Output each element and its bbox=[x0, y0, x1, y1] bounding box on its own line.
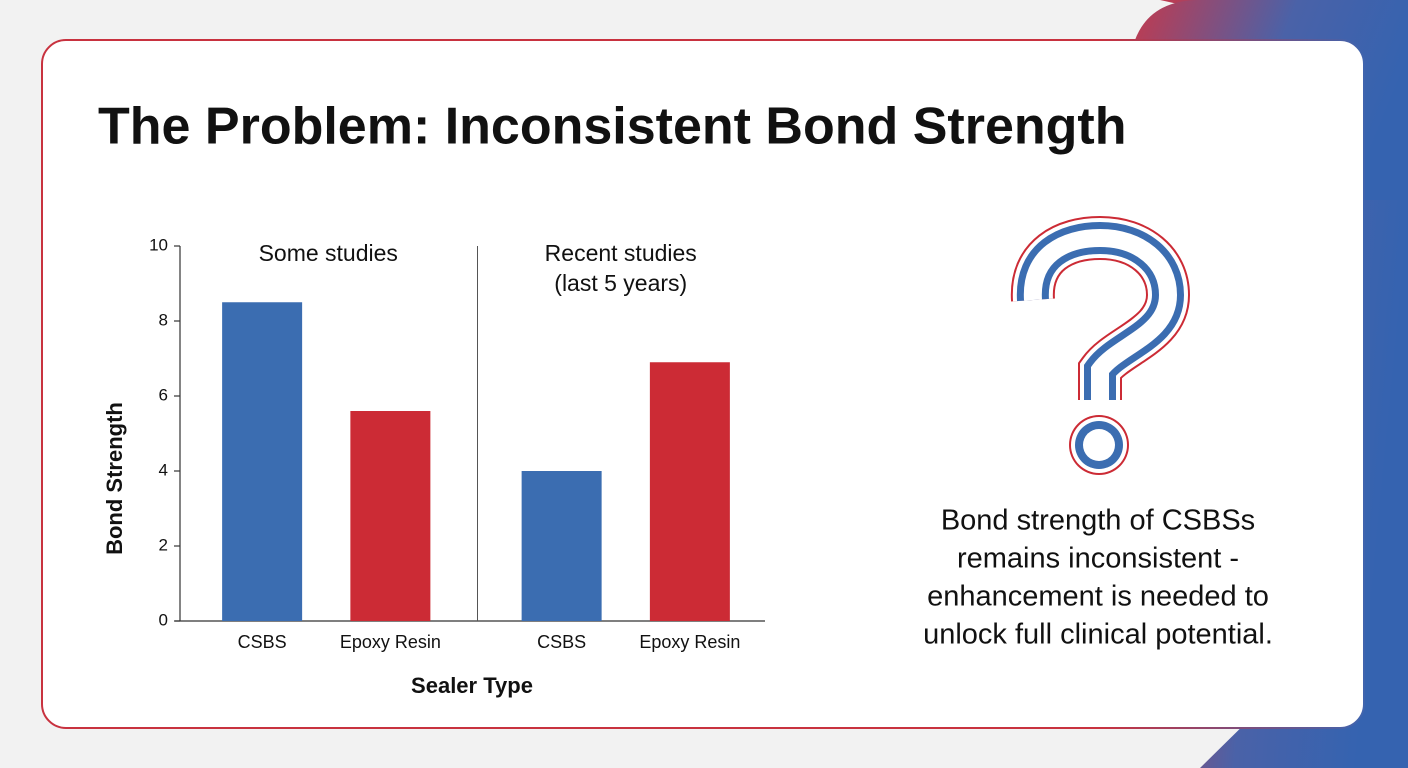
x-tick-label: Epoxy Resin bbox=[340, 632, 441, 652]
y-tick-label: 6 bbox=[159, 385, 168, 404]
slide-title: The Problem: Inconsistent Bond Strength bbox=[98, 98, 1126, 156]
bar bbox=[521, 471, 602, 621]
question-fill bbox=[1023, 228, 1178, 400]
x-tick-label: CSBS bbox=[537, 632, 586, 652]
x-axis-label: Sealer Type bbox=[411, 673, 533, 698]
bar bbox=[649, 362, 730, 621]
y-tick-label: 0 bbox=[159, 610, 168, 629]
group-title: Recent studies bbox=[545, 240, 697, 266]
caption-line: enhancement is needed to bbox=[927, 581, 1269, 613]
question-dot-fill bbox=[1083, 429, 1115, 461]
y-tick-label: 10 bbox=[149, 235, 168, 254]
caption-line: unlock full clinical potential. bbox=[923, 619, 1273, 651]
question-icon bbox=[1010, 215, 1191, 475]
y-tick-label: 8 bbox=[159, 310, 168, 329]
y-tick-label: 2 bbox=[159, 535, 168, 554]
group-subtitle: (last 5 years) bbox=[554, 270, 687, 296]
x-tick-label: CSBS bbox=[238, 632, 287, 652]
group-title: Some studies bbox=[259, 240, 398, 266]
bar bbox=[222, 302, 303, 621]
y-axis-label: Bond Strength bbox=[102, 402, 127, 555]
bar bbox=[350, 411, 431, 621]
caption-line: remains inconsistent - bbox=[957, 543, 1239, 575]
y-tick-label: 4 bbox=[159, 460, 168, 479]
caption-line: Bond strength of CSBSs bbox=[941, 505, 1255, 537]
x-tick-label: Epoxy Resin bbox=[639, 632, 740, 652]
